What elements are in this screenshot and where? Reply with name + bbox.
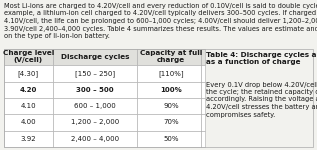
Text: Every 0.1V drop below 4.20V/cell doubles
the cycle; the retained capacity drops
: Every 0.1V drop below 4.20V/cell doubles… bbox=[206, 81, 317, 117]
Text: [110%]: [110%] bbox=[158, 70, 184, 77]
Bar bbox=[4, 98, 53, 114]
Bar bbox=[137, 49, 205, 65]
Bar bbox=[137, 81, 205, 98]
Text: Discharge cycles: Discharge cycles bbox=[61, 54, 129, 60]
Bar bbox=[4, 49, 53, 65]
Bar bbox=[53, 65, 137, 81]
Bar bbox=[53, 98, 137, 114]
Text: 50%: 50% bbox=[163, 136, 179, 142]
Text: 3.92: 3.92 bbox=[21, 136, 36, 142]
Text: 4.20: 4.20 bbox=[20, 87, 37, 93]
Bar bbox=[4, 131, 53, 147]
Bar bbox=[4, 49, 313, 147]
Text: 4.00: 4.00 bbox=[21, 119, 36, 125]
Text: 90%: 90% bbox=[163, 103, 179, 109]
Text: Capacity at full
charge: Capacity at full charge bbox=[140, 50, 202, 63]
Text: 100%: 100% bbox=[160, 87, 182, 93]
Text: 600 – 1,000: 600 – 1,000 bbox=[74, 103, 116, 109]
Bar bbox=[4, 114, 53, 131]
Text: Most Li-ions are charged to 4.20V/cell and every reduction of 0.10V/cell is said: Most Li-ions are charged to 4.20V/cell a… bbox=[4, 3, 317, 39]
Bar bbox=[137, 98, 205, 114]
Text: 1,200 – 2,000: 1,200 – 2,000 bbox=[71, 119, 119, 125]
Text: Table 4: Discharge cycles and capacity
as a function of charge: Table 4: Discharge cycles and capacity a… bbox=[206, 52, 317, 65]
Text: 300 – 500: 300 – 500 bbox=[76, 87, 114, 93]
Bar bbox=[53, 114, 137, 131]
Bar bbox=[137, 131, 205, 147]
Text: 70%: 70% bbox=[163, 119, 179, 125]
Text: 4.10: 4.10 bbox=[21, 103, 36, 109]
Bar bbox=[53, 81, 137, 98]
Bar bbox=[53, 49, 137, 65]
Text: [4.30]: [4.30] bbox=[18, 70, 39, 77]
Bar bbox=[137, 65, 205, 81]
Bar bbox=[4, 65, 53, 81]
Text: 2,400 – 4,000: 2,400 – 4,000 bbox=[71, 136, 119, 142]
Bar bbox=[137, 114, 205, 131]
Bar bbox=[53, 131, 137, 147]
Text: Charge level
(V/cell): Charge level (V/cell) bbox=[3, 50, 54, 63]
Bar bbox=[4, 81, 53, 98]
Text: [150 – 250]: [150 – 250] bbox=[75, 70, 115, 77]
